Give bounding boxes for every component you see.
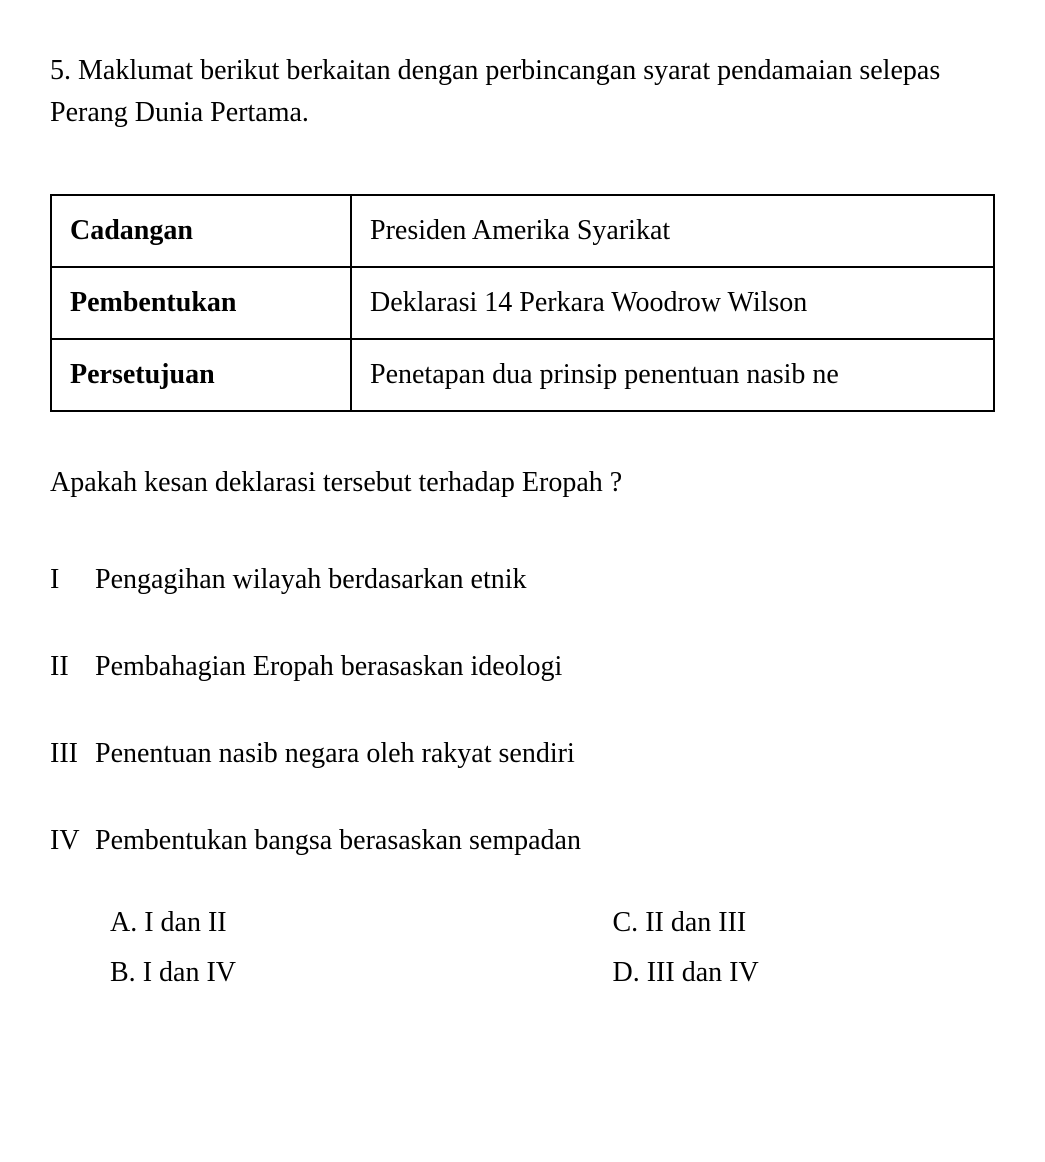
table-value: Presiden Amerika Syarikat xyxy=(351,195,994,267)
info-table: Cadangan Presiden Amerika Syarikat Pembe… xyxy=(50,194,995,412)
table-value: Deklarasi 14 Perkara Woodrow Wilson xyxy=(351,267,994,339)
statement-roman: II xyxy=(50,646,95,688)
statement-text: Pembahagian Eropah berasaskan ideologi xyxy=(95,646,995,688)
statement-text: Pembentukan bangsa berasaskan sempadan xyxy=(95,820,995,862)
option-b[interactable]: B. I dan IV xyxy=(110,952,493,994)
question-stem: 5. Maklumat berikut berkaitan dengan per… xyxy=(50,50,995,134)
question-number: 5. xyxy=(50,55,71,86)
table-label: Pembentukan xyxy=(51,267,351,339)
question-text: Maklumat berikut berkaitan dengan perbin… xyxy=(50,55,940,128)
statement-text: Pengagihan wilayah berdasarkan etnik xyxy=(95,559,995,601)
sub-question: Apakah kesan deklarasi tersebut terhadap… xyxy=(50,462,995,504)
option-a[interactable]: A. I dan II xyxy=(110,902,493,944)
table-label: Persetujuan xyxy=(51,339,351,411)
statements-block: I Pengagihan wilayah berdasarkan etnik I… xyxy=(50,559,995,862)
statement-text: Penentuan nasib negara oleh rakyat sendi… xyxy=(95,733,995,775)
statement-roman: III xyxy=(50,733,95,775)
statement-item: I Pengagihan wilayah berdasarkan etnik xyxy=(50,559,995,601)
statement-roman: I xyxy=(50,559,95,601)
option-c[interactable]: C. II dan III xyxy=(613,902,996,944)
option-b-text: I dan IV xyxy=(143,957,236,988)
statement-item: II Pembahagian Eropah berasaskan ideolog… xyxy=(50,646,995,688)
table-value: Penetapan dua prinsip penentuan nasib ne xyxy=(351,339,994,411)
table-label: Cadangan xyxy=(51,195,351,267)
option-a-text: I dan II xyxy=(144,907,226,938)
option-d-text: III dan IV xyxy=(647,957,759,988)
option-d[interactable]: D. III dan IV xyxy=(613,952,996,994)
answer-options: A. I dan II C. II dan III B. I dan IV D.… xyxy=(50,902,995,994)
table-row: Pembentukan Deklarasi 14 Perkara Woodrow… xyxy=(51,267,994,339)
option-c-text: II dan III xyxy=(645,907,746,938)
statement-roman: IV xyxy=(50,820,95,862)
table-row: Cadangan Presiden Amerika Syarikat xyxy=(51,195,994,267)
statement-item: III Penentuan nasib negara oleh rakyat s… xyxy=(50,733,995,775)
table-row: Persetujuan Penetapan dua prinsip penent… xyxy=(51,339,994,411)
statement-item: IV Pembentukan bangsa berasaskan sempada… xyxy=(50,820,995,862)
